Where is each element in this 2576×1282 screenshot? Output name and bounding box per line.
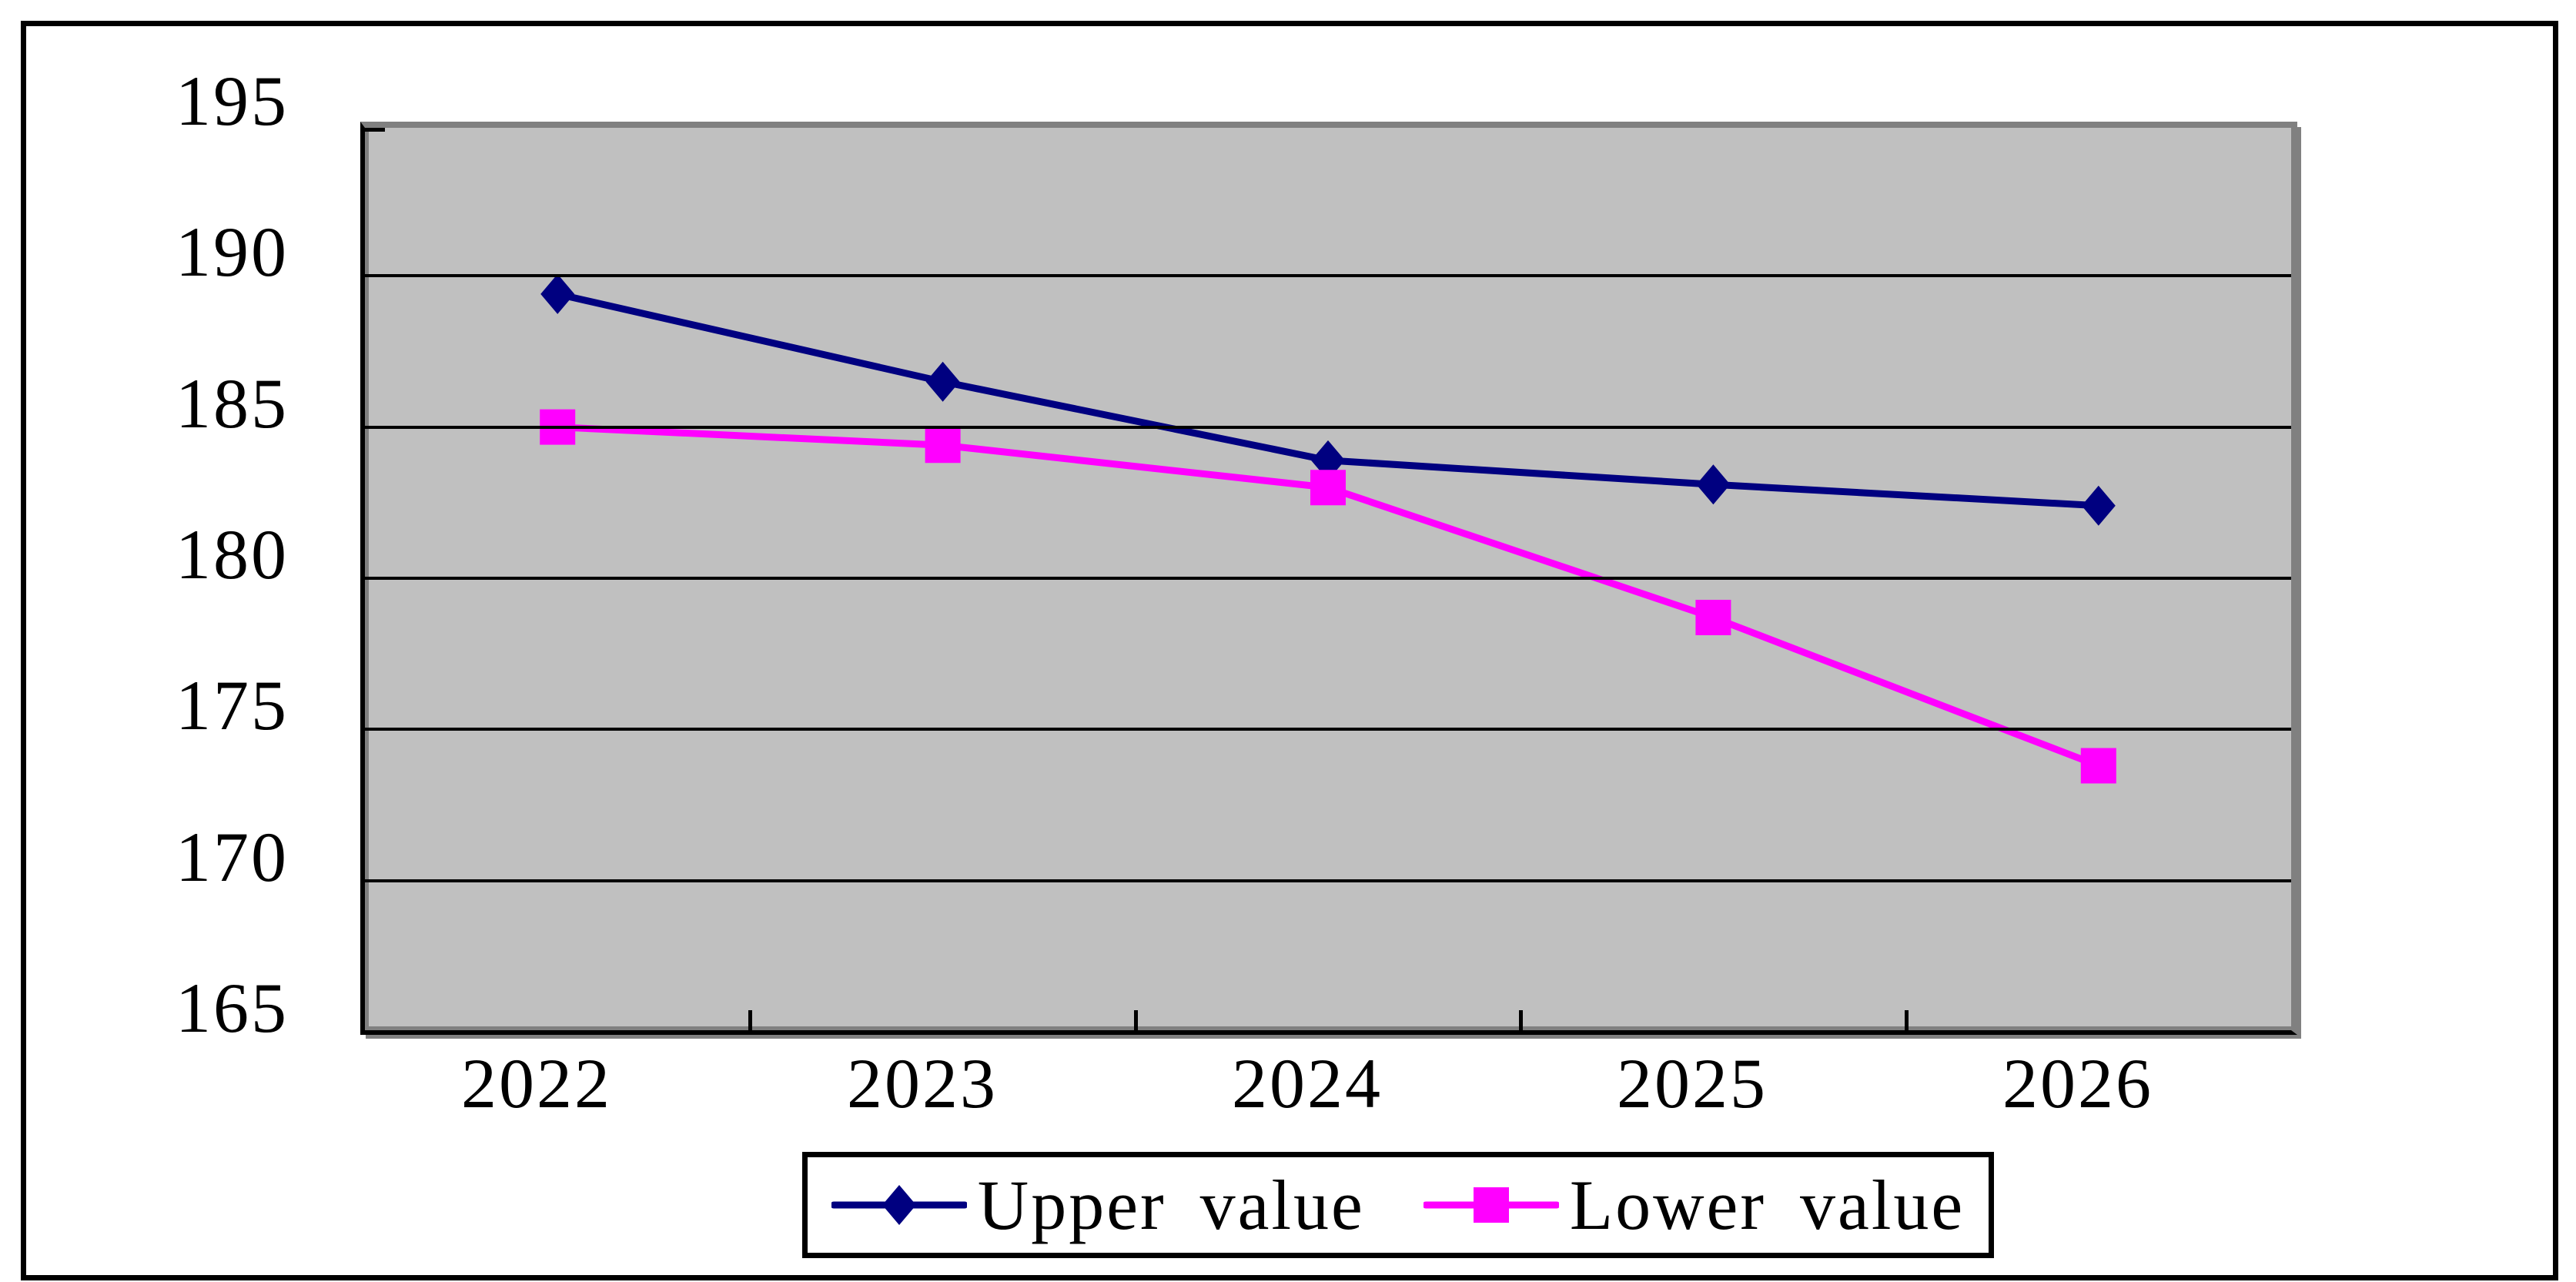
data-point-upper-value-2025 — [1696, 464, 1731, 505]
x-axis-tick — [1905, 1010, 1909, 1030]
data-point-upper-value-2026 — [2081, 485, 2116, 526]
y-axis-label-185: 185 — [176, 364, 289, 443]
y-axis-label-190: 190 — [176, 213, 289, 291]
gridline-170 — [365, 879, 2291, 882]
x-axis-label-2023: 2023 — [847, 1044, 998, 1123]
x-axis-label-2025: 2025 — [1617, 1044, 1768, 1123]
legend: Upper value Lower value — [802, 1152, 1994, 1258]
series-svg — [540, 273, 2116, 784]
gridline-185 — [365, 426, 2291, 429]
data-point-upper-value-2023 — [925, 361, 960, 402]
legend-marker-lower-value-square-icon — [1423, 1187, 1559, 1223]
data-point-lower-value-2023 — [925, 427, 961, 464]
data-point-lower-value-2024 — [1310, 470, 1346, 506]
x-axis-label-2024: 2024 — [1232, 1044, 1383, 1123]
y-axis-label-170: 170 — [176, 818, 289, 896]
x-axis-label-2022: 2022 — [461, 1044, 612, 1123]
x-axis-tick — [748, 1010, 752, 1030]
y-axis-tick-top — [365, 128, 385, 132]
plot-area — [360, 122, 2297, 1035]
legend-label-upper-value: Upper value — [977, 1166, 1365, 1244]
y-axis-label-180: 180 — [176, 515, 289, 594]
x-axis-tick — [1519, 1010, 1523, 1030]
legend-item-lower-value: Lower value — [1423, 1168, 1965, 1242]
y-axis-label-195: 195 — [176, 62, 289, 140]
legend-marker-upper-value-diamond-icon — [831, 1185, 967, 1225]
y-axis-label-165: 165 — [176, 969, 289, 1047]
data-point-lower-value-2026 — [2080, 748, 2116, 784]
gridline-190 — [365, 274, 2291, 277]
gridline-180 — [365, 577, 2291, 580]
x-axis-label-2026: 2026 — [2002, 1044, 2153, 1123]
legend-item-upper-value: Upper value — [831, 1168, 1365, 1242]
chart-frame: 195 190 185 180 175 170 165 2022 2023 2024 2025 20… — [21, 21, 2558, 1280]
data-point-lower-value-2025 — [1695, 600, 1731, 636]
data-point-upper-value-2022 — [540, 273, 575, 314]
y-axis-label-175: 175 — [176, 666, 289, 745]
gridline-175 — [365, 728, 2291, 731]
x-axis-tick — [1134, 1010, 1138, 1030]
legend-label-lower-value: Lower value — [1569, 1166, 1965, 1244]
